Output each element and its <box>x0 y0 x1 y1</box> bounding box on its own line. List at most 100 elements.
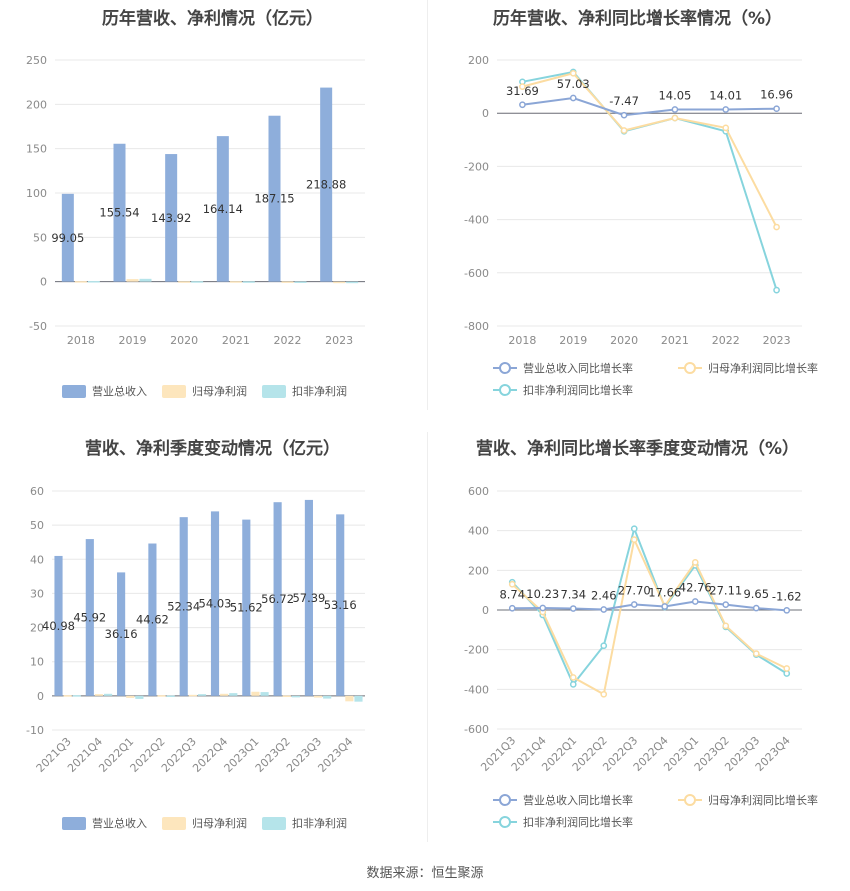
quarterly-revenue-profit-chart: 6050403020100-102021Q32021Q42022Q12022Q2… <box>26 485 365 830</box>
y-tick-label: 0 <box>482 107 489 120</box>
legend-label: 归母净利润同比增长率 <box>708 361 818 375</box>
data-point <box>722 124 730 132</box>
legend-label: 营业总收入同比增长率 <box>523 793 633 807</box>
x-tick-label: 2023 <box>325 334 353 347</box>
bar-revenue <box>179 517 188 696</box>
bar-revenue <box>304 499 313 696</box>
annual-growth-rate-panel: 历年营收、净利同比增长率情况（%） 200 0 -200 -400 -600 -800 20… <box>425 0 850 430</box>
data-label: 31.69 <box>506 84 539 98</box>
y-tick-label: -400 <box>464 214 489 227</box>
data-label: 45.92 <box>73 610 106 624</box>
y-tick-label: -800 <box>464 320 489 333</box>
legend-label: 归母净利润 <box>192 816 247 830</box>
series-line <box>522 70 778 291</box>
y-tick-label: 400 <box>468 525 489 538</box>
x-tick-label: 2023Q4 <box>315 735 355 775</box>
bar-revenue <box>320 87 333 282</box>
data-point <box>539 604 547 612</box>
data-label: 44.62 <box>136 613 169 627</box>
x-tick-label: 2020 <box>610 334 638 347</box>
annual-growth-rate-chart: 200 0 -200 -400 -600 -800 2018 2019 2020 2021 2022… <box>464 54 818 397</box>
data-label: 57.39 <box>292 591 325 605</box>
data-point <box>783 606 791 614</box>
data-point <box>671 106 679 113</box>
bar-deducted-profit <box>291 695 300 698</box>
data-point <box>508 580 516 588</box>
y-tick-label: -400 <box>464 683 489 696</box>
data-label: 7.34 <box>560 588 586 602</box>
x-tick-label: 2023 <box>763 334 791 347</box>
data-point <box>773 286 780 294</box>
legend-label: 营业总收入同比增长率 <box>523 361 633 375</box>
bar-deducted-profit <box>135 695 144 699</box>
data-label: 40.98 <box>42 619 75 633</box>
x-tick-label: 2020 <box>170 334 198 347</box>
y-tick-label: 200 <box>468 564 489 577</box>
bar-deducted-profit <box>104 693 113 696</box>
y-tick-label: 200 <box>468 54 489 67</box>
bar-deducted-profit <box>323 695 332 699</box>
data-label: 57.03 <box>557 77 590 91</box>
bar-deducted-profit <box>242 281 255 283</box>
data-point <box>722 601 730 608</box>
annual-revenue-profit-panel: 历年营收、净利情况（亿元） 250 200 150 100 50 0 -50 2018 2019… <box>0 0 425 430</box>
data-point <box>630 525 638 533</box>
data-point <box>783 665 791 672</box>
data-label: 9.65 <box>743 587 769 601</box>
data-label: 2.46 <box>591 589 617 603</box>
data-point <box>569 681 577 688</box>
data-point <box>569 69 577 77</box>
y-tick-label: 0 <box>482 604 489 617</box>
data-label: 16.96 <box>760 88 793 102</box>
data-point <box>630 601 638 608</box>
data-point <box>519 101 526 109</box>
legend-label: 营业总收入 <box>92 816 147 830</box>
data-point <box>630 536 638 543</box>
series-line <box>522 97 777 117</box>
series-line <box>512 600 787 612</box>
y-tick-label: 0 <box>40 276 47 289</box>
legend-swatch <box>162 385 186 398</box>
data-label: 10.23 <box>526 587 559 601</box>
y-tick-label: 600 <box>468 485 489 498</box>
bar-net-profit <box>178 281 191 283</box>
legend-swatch <box>262 817 286 830</box>
bar-net-profit <box>281 281 294 283</box>
legend-label: 扣非净利润同比增长率 <box>523 815 633 829</box>
bar-revenue <box>85 539 94 696</box>
series-line <box>522 72 778 228</box>
data-point <box>661 603 669 610</box>
y-tick-label: 100 <box>26 187 47 200</box>
quarterly-growth-rate-panel: 营收、净利同比增长率季度变动情况（%） 600 400 200 0 -200 -400 -6… <box>425 430 850 860</box>
data-label: 17.66 <box>648 585 681 599</box>
data-point <box>752 604 760 612</box>
y-tick-label: 150 <box>26 143 47 156</box>
data-label: 42.76 <box>679 581 712 595</box>
bar-deducted-profit <box>197 694 207 696</box>
bar-net-profit <box>126 279 139 282</box>
bar-net-profit <box>63 695 72 697</box>
bar-net-profit <box>313 695 323 698</box>
bar-revenue <box>165 154 178 282</box>
data-point <box>620 111 628 119</box>
legend-label: 归母净利润同比增长率 <box>708 793 818 807</box>
x-tick-label: 2018 <box>67 334 95 347</box>
y-tick-label: -200 <box>464 644 489 657</box>
data-point <box>773 223 780 231</box>
bar-net-profit <box>345 695 354 702</box>
y-tick-label: 60 <box>30 485 44 498</box>
data-point <box>722 106 730 113</box>
y-tick-label: 30 <box>30 587 44 600</box>
bar-net-profit <box>74 281 87 283</box>
data-label: 155.54 <box>99 206 139 220</box>
annual-revenue-profit-chart: 250 200 150 100 50 0 -50 2018 2019 2020 2021 2022 20… <box>26 54 365 398</box>
data-point <box>600 690 608 698</box>
data-point <box>569 674 577 681</box>
data-point <box>600 642 608 650</box>
data-point <box>773 105 780 113</box>
x-tick-label: 2018 <box>508 334 536 347</box>
chart-title: 历年营收、净利情况（亿元） <box>102 9 323 29</box>
bar-net-profit <box>333 281 346 284</box>
y-tick-label: -50 <box>29 320 47 333</box>
legend-marker <box>499 384 511 396</box>
